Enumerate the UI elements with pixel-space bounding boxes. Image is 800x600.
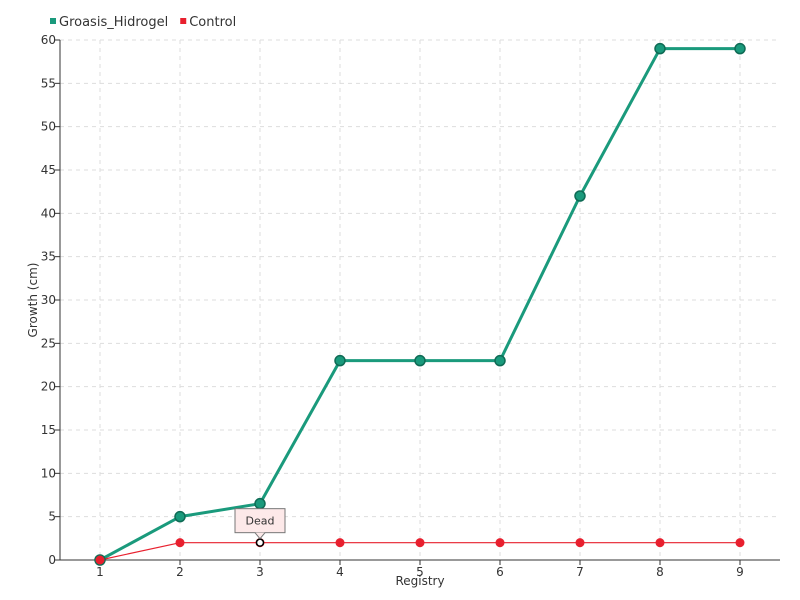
y-axis-title: Growth (cm) xyxy=(26,263,40,338)
legend: Groasis_Hidrogel Control xyxy=(50,15,236,30)
data-point[interactable] xyxy=(95,555,105,565)
legend-label[interactable]: Groasis_Hidrogel xyxy=(59,15,168,30)
y-tick-label: 0 xyxy=(48,553,56,567)
data-point[interactable] xyxy=(335,538,345,548)
x-tick-label: 2 xyxy=(176,565,184,579)
y-tick-label: 35 xyxy=(41,250,56,264)
y-tick-label: 50 xyxy=(41,120,56,134)
x-tick-label: 8 xyxy=(656,565,664,579)
x-tick-label: 1 xyxy=(96,565,104,579)
legend-label[interactable]: Control xyxy=(189,15,236,30)
grid xyxy=(60,39,780,560)
data-point[interactable] xyxy=(174,510,186,523)
legend-swatch xyxy=(180,18,187,24)
annotations: Dead xyxy=(234,508,286,547)
y-tick-label: 25 xyxy=(41,336,56,350)
y-axis-ticks: 0 5 10 15 20 25 30 35 40 45 50 55 60 xyxy=(41,33,60,567)
data-point[interactable] xyxy=(655,538,665,548)
y-tick-label: 60 xyxy=(41,33,56,47)
data-point[interactable] xyxy=(735,538,745,548)
y-tick-label: 55 xyxy=(41,76,56,90)
data-point[interactable] xyxy=(254,497,266,510)
y-tick-label: 20 xyxy=(41,380,56,394)
y-tick-label: 40 xyxy=(41,206,56,220)
annotation-label: Dead xyxy=(246,515,275,528)
legend-swatch xyxy=(50,18,56,24)
data-point[interactable] xyxy=(334,354,346,367)
data-points xyxy=(94,42,746,566)
annotation-marker xyxy=(255,538,265,547)
y-tick-label: 15 xyxy=(41,423,56,437)
data-point[interactable] xyxy=(495,538,505,548)
y-tick-label: 30 xyxy=(41,293,56,307)
x-tick-label: 6 xyxy=(496,565,504,579)
x-tick-label: 5 xyxy=(416,565,424,579)
annotation-pointer xyxy=(254,532,266,540)
data-point[interactable] xyxy=(574,190,586,202)
data-point[interactable] xyxy=(654,42,666,55)
x-tick-label: 9 xyxy=(736,565,744,579)
y-tick-label: 45 xyxy=(41,163,56,177)
data-point[interactable] xyxy=(575,538,585,548)
y-tick-label: 10 xyxy=(41,466,56,480)
annotation-box xyxy=(234,508,286,534)
x-tick-label: 4 xyxy=(336,565,344,579)
data-point[interactable] xyxy=(175,538,185,548)
data-point[interactable] xyxy=(414,354,426,367)
data-point[interactable] xyxy=(415,538,425,548)
y-tick-label: 5 xyxy=(48,510,56,524)
data-point[interactable] xyxy=(494,354,506,367)
x-axis-ticks: 1 2 3 4 5 6 7 8 9 xyxy=(96,560,744,579)
x-tick-label: 3 xyxy=(256,565,264,579)
x-axis-title: Registry xyxy=(395,574,444,588)
x-tick-label: 7 xyxy=(576,565,584,579)
data-point[interactable] xyxy=(734,42,746,55)
